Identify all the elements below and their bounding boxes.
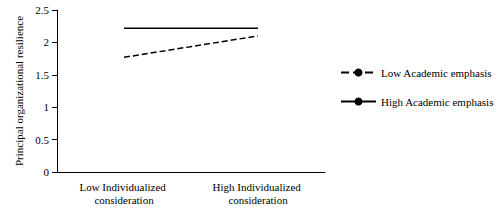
svg-text:Principal organizational resil: Principal organizational resilience	[13, 16, 25, 166]
svg-text:Low Individualized: Low Individualized	[79, 181, 168, 193]
svg-text:2: 2	[44, 36, 50, 48]
svg-text:High Academic emphasis: High Academic emphasis	[381, 96, 493, 108]
svg-text:0.5: 0.5	[35, 134, 49, 146]
svg-text:2.5: 2.5	[35, 4, 49, 16]
svg-text:consideration: consideration	[228, 194, 288, 206]
svg-text:0: 0	[44, 166, 50, 178]
svg-text:consideration: consideration	[94, 194, 154, 206]
svg-text:1.5: 1.5	[35, 69, 49, 81]
svg-text:High Individualized: High Individualized	[212, 181, 303, 193]
svg-text:1: 1	[44, 101, 50, 113]
svg-text:Low Academic emphasis: Low Academic emphasis	[381, 67, 492, 79]
